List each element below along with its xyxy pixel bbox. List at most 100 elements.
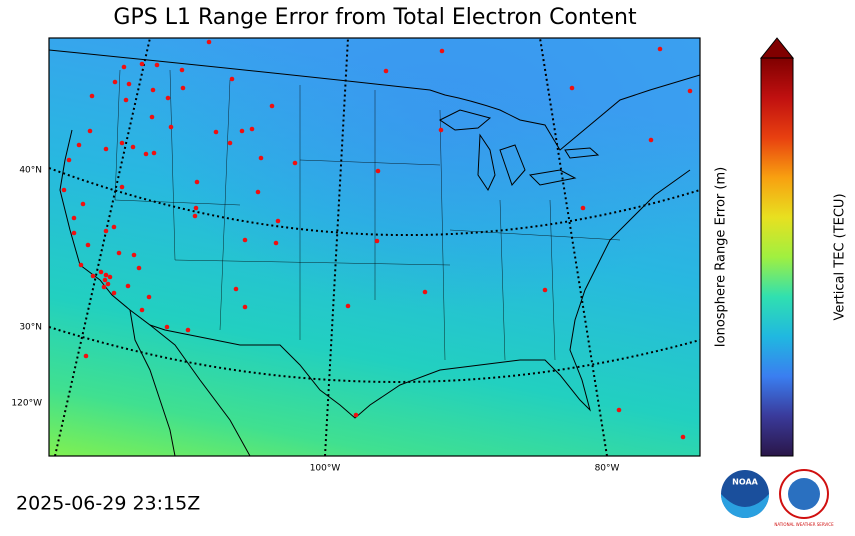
station — [569, 85, 575, 91]
lon-label: 120°W — [11, 399, 42, 409]
station — [680, 434, 686, 440]
noaa-logo-wave — [721, 494, 769, 518]
station — [111, 290, 117, 296]
station — [242, 304, 248, 310]
station — [242, 237, 248, 243]
station — [150, 87, 156, 93]
station — [85, 242, 91, 248]
nws-text: NATIONAL WEATHER SERVICE — [774, 522, 834, 527]
station — [107, 274, 113, 280]
station — [345, 303, 351, 309]
station — [105, 281, 111, 287]
station — [374, 238, 380, 244]
station — [102, 277, 108, 283]
station — [71, 230, 77, 236]
station — [103, 228, 109, 234]
station — [239, 128, 245, 134]
station — [112, 79, 118, 85]
station — [119, 184, 125, 190]
station — [89, 93, 95, 99]
station — [154, 62, 160, 68]
station — [139, 61, 145, 67]
station — [194, 179, 200, 185]
station — [80, 201, 86, 207]
station — [249, 126, 255, 132]
station — [131, 252, 137, 258]
station — [164, 324, 170, 330]
station — [383, 68, 389, 74]
station — [375, 168, 381, 174]
timestamp: 2025-06-29 23:15Z — [16, 493, 200, 515]
station — [76, 142, 82, 148]
noaa-text: NOAA — [732, 478, 758, 487]
station — [149, 114, 155, 120]
station — [83, 353, 89, 359]
colorbar-extend — [759, 37, 795, 59]
station — [71, 215, 77, 221]
station — [136, 265, 142, 271]
station — [292, 160, 298, 166]
station — [116, 250, 122, 256]
station — [233, 286, 239, 292]
station — [61, 187, 67, 193]
station — [139, 307, 145, 313]
station — [180, 85, 186, 91]
lon-label: 80°W — [595, 464, 620, 474]
station — [258, 155, 264, 161]
station — [687, 88, 693, 94]
station — [123, 97, 129, 103]
station — [98, 269, 104, 275]
station — [66, 157, 72, 163]
logos: NOAA NATIONAL WEATHER SERVICE — [721, 469, 834, 527]
station — [229, 76, 235, 82]
graticule — [49, 38, 700, 456]
colorbar-body — [760, 57, 794, 457]
station — [126, 81, 132, 87]
station — [422, 289, 428, 295]
station — [657, 46, 663, 52]
station — [103, 146, 109, 152]
station — [121, 64, 127, 70]
station — [87, 128, 93, 134]
station — [273, 240, 279, 246]
map-shading — [49, 38, 700, 456]
colorbar-right-label: Vertical TEC (TECU) — [833, 193, 848, 320]
station — [438, 127, 444, 133]
station — [206, 39, 212, 45]
station — [255, 189, 261, 195]
colorbar-left-label: Ionosphere Range Error (m) — [714, 167, 729, 347]
lat-label: 40°N — [19, 166, 42, 176]
title: GPS L1 Range Error from Total Electron C… — [113, 5, 637, 30]
map-frame — [48, 37, 701, 457]
station — [103, 272, 109, 278]
station — [616, 407, 622, 413]
graticule-labels: 40°N 30°N 120°W 100°W 80°W — [11, 166, 619, 474]
lon-label: 100°W — [310, 464, 341, 474]
station — [90, 273, 96, 279]
station — [275, 218, 281, 224]
lat-label: 30°N — [19, 323, 42, 333]
station — [179, 67, 185, 73]
coastlines — [49, 49, 700, 456]
station — [192, 213, 198, 219]
station — [439, 48, 445, 54]
station — [542, 287, 548, 293]
station — [125, 283, 131, 289]
station — [185, 327, 191, 333]
station — [193, 205, 199, 211]
station — [580, 205, 586, 211]
station — [119, 140, 125, 146]
colorbar: Ionosphere Range Error (m) Vertical TEC … — [714, 37, 848, 457]
station — [151, 150, 157, 156]
stations — [61, 39, 693, 440]
station — [111, 224, 117, 230]
station — [353, 412, 359, 418]
station — [165, 95, 171, 101]
map — [49, 38, 700, 456]
station — [213, 129, 219, 135]
station — [648, 137, 654, 143]
station — [269, 103, 275, 109]
station — [101, 284, 107, 290]
station — [143, 151, 149, 157]
